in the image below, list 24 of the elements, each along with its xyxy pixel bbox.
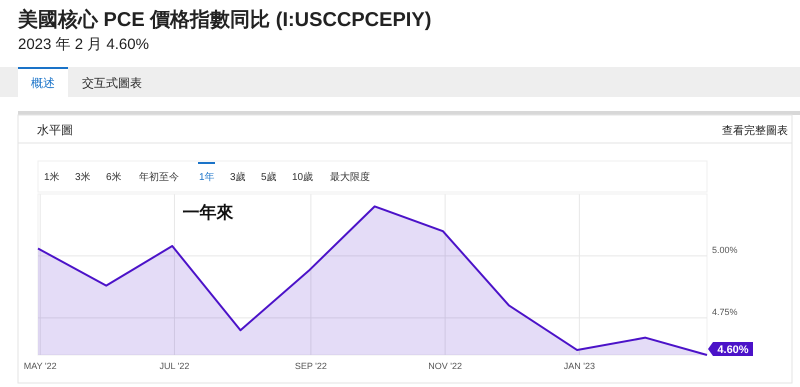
text: 年初至今 <box>139 171 179 183</box>
x-tick-label: SEP '22 <box>294 361 327 371</box>
text: 1年 <box>199 171 215 183</box>
annotation: 一年來 <box>182 203 234 222</box>
x-tick-label: MAY '22 <box>24 361 57 371</box>
text: 水平圖 <box>37 123 73 137</box>
text: 最大限度 <box>330 171 370 183</box>
text: 6米 <box>106 171 122 183</box>
chart-title: 美國核心 PCE 價格指數同比 (I:USCCPCEPIY) <box>17 8 432 31</box>
text: 概述 <box>31 76 55 90</box>
y-tick-label: 5.00% <box>712 244 738 255</box>
chart-subtitle: 2023 年 2 月 4.60% <box>18 36 149 53</box>
x-tick-label: JAN '23 <box>564 361 595 371</box>
text: 查看完整圖表 <box>722 124 788 137</box>
text: 5歲 <box>261 171 277 183</box>
y-tick-label: 4.75% <box>712 306 738 317</box>
text: 3米 <box>75 171 91 183</box>
text: 1米 <box>44 171 60 183</box>
text: 10歲 <box>292 171 314 183</box>
x-tick-label: NOV '22 <box>428 361 462 371</box>
x-tick-label: JUL '22 <box>159 361 190 371</box>
text: 3歲 <box>230 171 246 183</box>
text: 交互式圖表 <box>82 76 142 90</box>
data-label: 4.60% <box>717 344 749 356</box>
